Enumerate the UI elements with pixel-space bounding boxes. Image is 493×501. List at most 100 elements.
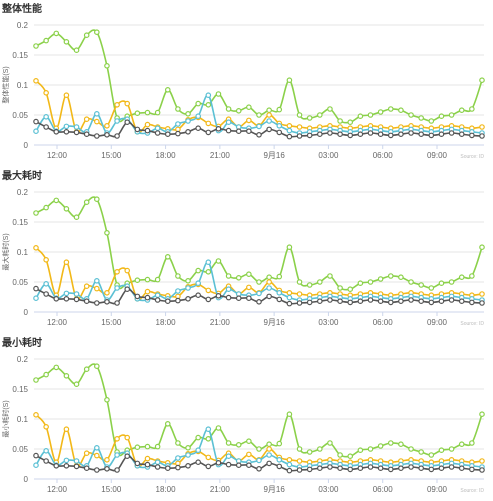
data-point <box>33 78 39 84</box>
data-point <box>124 286 131 293</box>
data-point <box>357 113 364 120</box>
data-point <box>205 426 212 433</box>
data-point <box>428 285 435 291</box>
data-point <box>63 38 70 45</box>
data-point <box>33 245 39 251</box>
data-point <box>195 267 201 274</box>
data-point <box>246 438 252 445</box>
data-point <box>134 460 141 467</box>
data-point <box>469 440 475 446</box>
data-point <box>185 129 191 135</box>
data-point <box>94 445 100 451</box>
data-point <box>337 452 343 458</box>
y-axis-label: 最小耗时(S) <box>1 400 10 437</box>
y-tick-label: 0.15 <box>12 218 28 227</box>
data-point <box>195 280 201 287</box>
data-point <box>83 131 90 138</box>
chart-title: 最小耗时 <box>2 338 42 349</box>
data-point <box>337 465 343 472</box>
x-tick-label: 21:00 <box>210 151 231 160</box>
data-point <box>458 441 465 448</box>
data-point <box>134 444 141 451</box>
data-point <box>418 449 424 455</box>
data-point <box>296 112 303 118</box>
y-axis-label: 最大耗时(S) <box>1 233 10 270</box>
data-point <box>286 457 293 463</box>
data-point <box>53 296 60 302</box>
data-point <box>83 116 90 123</box>
x-tick-label: 15:00 <box>101 151 122 160</box>
data-point <box>53 364 60 371</box>
data-point <box>418 465 424 472</box>
x-tick-label: 21:00 <box>210 485 231 494</box>
data-point <box>83 465 90 472</box>
data-point <box>33 452 39 459</box>
data-point <box>306 299 313 306</box>
data-point <box>154 292 161 299</box>
data-point <box>377 276 384 282</box>
x-tick-label: 12:00 <box>47 318 68 327</box>
data-point <box>377 465 384 472</box>
data-point <box>317 446 323 452</box>
data-point <box>43 448 49 454</box>
data-point <box>246 117 252 124</box>
data-point <box>266 446 272 452</box>
data-point <box>205 463 212 470</box>
data-point <box>73 381 80 388</box>
data-point <box>154 130 161 136</box>
data-point <box>286 467 293 474</box>
data-point <box>195 100 201 107</box>
data-point <box>43 458 49 464</box>
data-point <box>53 129 60 135</box>
data-point <box>225 294 232 301</box>
data-point <box>408 112 414 118</box>
data-point <box>296 124 303 130</box>
data-point <box>43 204 49 211</box>
data-point <box>357 465 364 472</box>
data-point <box>469 299 475 306</box>
line-chart: 0 0.05 0.1 0.15 0.2 12:00 15:00 18:00 21:00 9月16 0… <box>1 21 485 160</box>
data-point <box>73 129 80 136</box>
data-point <box>398 441 404 448</box>
data-point <box>144 121 151 128</box>
data-point <box>286 300 293 307</box>
data-point <box>185 285 191 291</box>
data-point <box>83 298 90 305</box>
data-point <box>53 30 60 37</box>
chart-credit: Source: ID <box>460 488 484 494</box>
data-point <box>43 281 49 287</box>
data-point <box>327 464 333 470</box>
data-point <box>256 466 262 472</box>
data-point <box>408 297 414 303</box>
data-point <box>175 121 181 127</box>
data-point <box>448 464 455 470</box>
data-point <box>235 275 242 281</box>
data-point <box>286 461 293 468</box>
data-point <box>479 300 485 306</box>
data-point <box>134 277 141 284</box>
data-point <box>327 440 333 446</box>
data-point <box>33 285 39 292</box>
data-point <box>215 460 222 466</box>
data-point <box>327 130 333 136</box>
data-point <box>296 467 303 473</box>
x-tick-label: 15:00 <box>101 485 122 494</box>
y-tick-label: 0.15 <box>12 385 28 394</box>
x-tick-label: 21:00 <box>210 318 231 327</box>
y-tick-label: 0 <box>24 141 29 150</box>
data-point <box>276 463 283 470</box>
data-point <box>276 290 283 296</box>
data-point <box>256 457 262 464</box>
data-point <box>469 106 475 112</box>
data-point <box>479 291 485 297</box>
data-point <box>387 106 394 112</box>
chart-title: 最大耗时 <box>2 171 42 182</box>
chart-panel-min: 最小耗时 0 0.05 0.1 0.15 0.2 12:00 15:00 18:00 21:00… <box>0 334 493 501</box>
data-point <box>235 108 242 114</box>
data-point <box>104 457 110 463</box>
data-point <box>63 296 70 302</box>
data-point <box>73 463 80 470</box>
data-point <box>398 107 404 114</box>
data-point <box>104 290 110 296</box>
data-point <box>205 102 212 108</box>
